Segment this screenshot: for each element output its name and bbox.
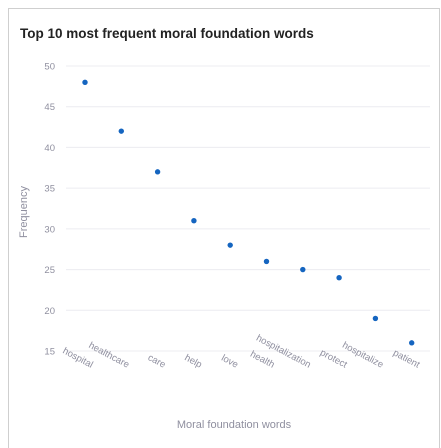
x-tick-label: care	[146, 352, 167, 370]
y-tick-label: 30	[44, 224, 55, 235]
data-points	[82, 79, 415, 346]
y-tick-label: 20	[44, 306, 55, 317]
data-point[interactable]	[336, 275, 342, 281]
y-tick-label: 25	[44, 265, 55, 276]
x-tick-label: help	[183, 353, 204, 371]
y-axis-title: Frequency	[18, 186, 30, 238]
x-tick-label: health	[248, 349, 276, 371]
data-point[interactable]	[118, 128, 125, 134]
y-tick-label: 35	[44, 184, 55, 195]
data-point[interactable]	[372, 315, 379, 322]
y-tick-label: 15	[44, 347, 55, 358]
x-tick-label: healthcare	[87, 340, 131, 371]
x-tick-label: love	[219, 353, 240, 371]
gridlines	[66, 65, 430, 352]
data-point[interactable]	[263, 258, 270, 265]
y-tick-label: 45	[44, 102, 55, 113]
data-point[interactable]	[409, 340, 415, 346]
data-point[interactable]	[227, 242, 233, 248]
data-point[interactable]	[191, 218, 197, 224]
x-tick-label: hospitalize	[340, 340, 385, 371]
chart-card: Top 10 most frequent moral foundation wo…	[8, 8, 440, 448]
data-point[interactable]	[82, 79, 88, 85]
data-point[interactable]	[154, 169, 161, 175]
data-point[interactable]	[300, 266, 306, 273]
chart-title: Top 10 most frequent moral foundation wo…	[20, 26, 314, 41]
x-axis-title: Moral foundation words	[177, 419, 292, 431]
y-axis-ticks: 15 20 25 30 35 40 45 50	[44, 62, 55, 358]
y-tick-label: 50	[44, 62, 55, 73]
y-tick-label: 40	[44, 143, 55, 154]
